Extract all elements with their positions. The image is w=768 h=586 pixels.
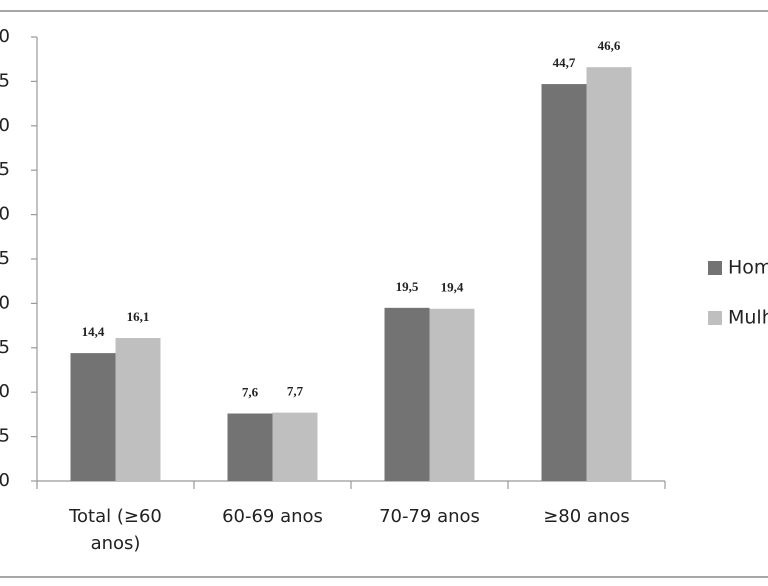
x-tick-label: 60-69 anos bbox=[222, 506, 323, 527]
value-label: 7,7 bbox=[287, 384, 304, 399]
y-tick-label: 20 bbox=[0, 292, 10, 313]
y-tick-label: 5 bbox=[0, 426, 10, 447]
legend-label: Homens bbox=[728, 257, 768, 279]
y-tick-label: 25 bbox=[0, 248, 10, 269]
y-tick-label: 40 bbox=[0, 115, 10, 136]
y-tick-label: 30 bbox=[0, 204, 10, 225]
x-tick-label: Total (≥60 anos) bbox=[68, 506, 162, 554]
y-tick-label: 10 bbox=[0, 381, 10, 402]
x-tick-label: ≥80 anos bbox=[543, 506, 630, 527]
value-label: 19,5 bbox=[396, 279, 419, 294]
bar bbox=[227, 413, 273, 481]
legend-label: Mulheres bbox=[728, 307, 768, 329]
y-tick-label: 15 bbox=[0, 337, 10, 358]
value-label: 16,1 bbox=[127, 309, 150, 324]
value-label: 14,4 bbox=[82, 324, 105, 339]
y-tick-label: 50 bbox=[0, 26, 10, 47]
bar bbox=[70, 353, 116, 481]
value-label: 7,6 bbox=[242, 384, 259, 399]
value-label: 44,7 bbox=[553, 55, 576, 70]
y-tick-label: 45 bbox=[0, 70, 10, 91]
bar bbox=[429, 308, 475, 481]
legend-swatch bbox=[708, 311, 722, 325]
legend-swatch bbox=[708, 261, 722, 275]
bar bbox=[272, 412, 318, 481]
bar bbox=[586, 67, 632, 481]
x-tick-label: 70-79 anos bbox=[379, 506, 480, 527]
value-label: 19,4 bbox=[441, 280, 464, 295]
bar bbox=[384, 307, 430, 481]
y-tick-label: 0 bbox=[0, 470, 10, 491]
bar bbox=[541, 84, 587, 482]
value-label: 46,6 bbox=[598, 38, 621, 53]
bar bbox=[115, 338, 161, 481]
y-tick-label: 35 bbox=[0, 159, 10, 180]
